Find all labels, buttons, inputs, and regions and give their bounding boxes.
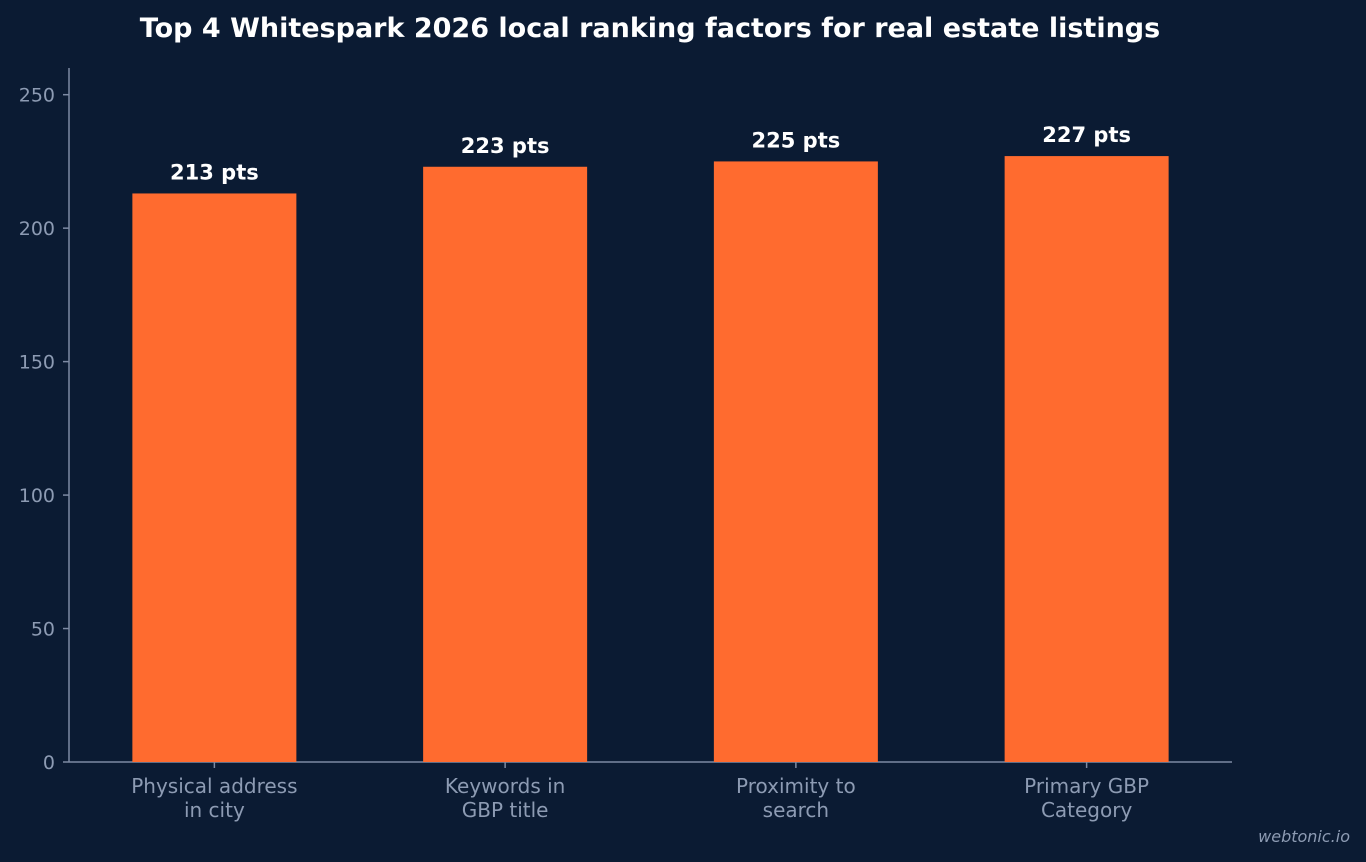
bars bbox=[132, 156, 1169, 763]
data-label: 227 pts bbox=[1042, 123, 1131, 147]
y-tick-label: 100 bbox=[19, 485, 55, 507]
x-tick-label: Physical address in city bbox=[131, 774, 297, 822]
y-tick-label: 150 bbox=[19, 352, 55, 374]
watermark-text: webtonic.io bbox=[1258, 827, 1350, 846]
data-label: 223 pts bbox=[461, 134, 550, 158]
y-tick-label: 200 bbox=[19, 218, 55, 240]
y-tick-label: 250 bbox=[19, 85, 55, 107]
data-label: 225 pts bbox=[752, 128, 841, 152]
y-tick-label: 50 bbox=[31, 619, 55, 641]
axes: 0 50 100 150 200 250 Physical address in city Ke… bbox=[19, 68, 1232, 822]
bar bbox=[423, 166, 588, 762]
x-tick-label: Proximity to search bbox=[736, 774, 856, 822]
y-tick-label: 0 bbox=[43, 752, 55, 774]
data-labels: 213 pts 223 pts 225 pts 227 pts bbox=[170, 123, 1131, 184]
data-label: 213 pts bbox=[170, 160, 259, 184]
bar bbox=[132, 193, 297, 762]
bar bbox=[1004, 156, 1169, 763]
x-tick-label: Keywords in GBP title bbox=[445, 774, 565, 822]
bar bbox=[713, 161, 878, 762]
chart-title: Top 4 Whitespark 2026 local ranking fact… bbox=[140, 13, 1160, 44]
x-tick-label: Primary GBP Category bbox=[1024, 774, 1149, 822]
